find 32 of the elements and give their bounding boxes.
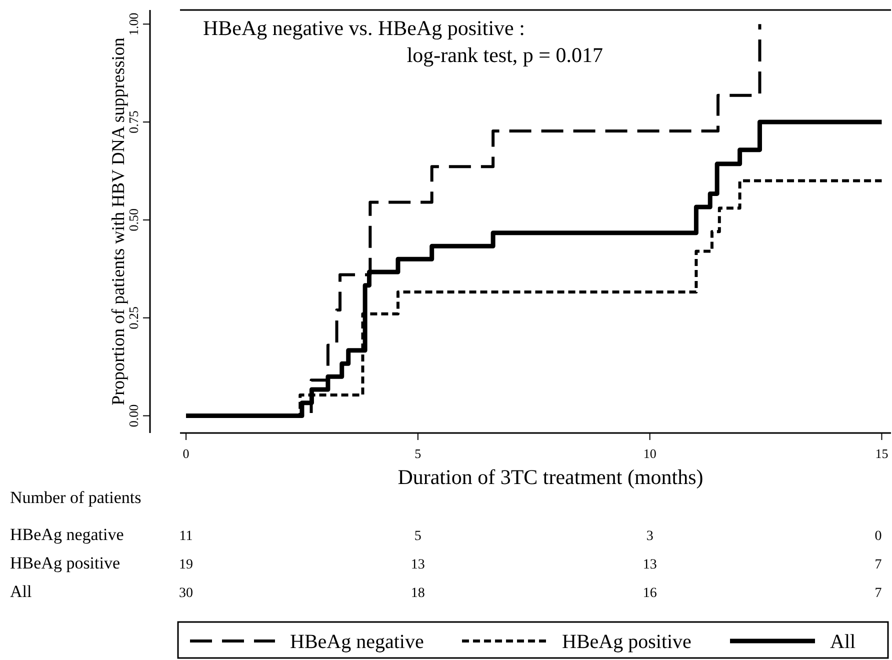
text: 3: [646, 529, 654, 544]
x-tick-label: 15: [875, 446, 888, 461]
x-tick-label: 0: [182, 446, 190, 461]
text: 7: [874, 586, 882, 601]
text: HBeAg positive: [10, 554, 120, 572]
text: 5: [414, 529, 422, 544]
y-tick-label: 0.00: [126, 404, 141, 428]
legend-label: HBeAg positive: [562, 631, 692, 653]
x-tick-label: 10: [643, 446, 656, 461]
y-tick-label: 0.25: [126, 306, 141, 330]
text: 7: [874, 558, 882, 572]
y-tick-label: 1.00: [126, 12, 141, 36]
legend-label: All: [830, 631, 856, 653]
annotation: log-rank test, p = 0.017: [406, 43, 603, 67]
text: 13: [410, 558, 425, 572]
y-axis-title: Proportion of patients with HBV DNA suppression: [108, 38, 128, 406]
x-axis-title: Duration of 3TC treatment (months): [398, 465, 704, 489]
text: 13: [642, 558, 657, 572]
y-tick-label: 0.75: [126, 110, 141, 134]
text: 18: [410, 586, 425, 601]
x-tick-label: 5: [414, 446, 422, 461]
text: 30: [179, 586, 194, 601]
text: HBeAg negative: [10, 525, 124, 544]
text: 19: [179, 558, 194, 572]
legend-label: HBeAg negative: [290, 631, 424, 653]
text: 16: [642, 586, 657, 601]
text: All: [10, 582, 32, 601]
y-tick-label: 0.50: [126, 208, 141, 232]
text: 11: [179, 529, 193, 544]
text: Number of patients: [10, 488, 142, 507]
annotation: HBeAg negative vs. HBeAg positive :: [203, 16, 525, 40]
text: 0: [874, 529, 882, 544]
